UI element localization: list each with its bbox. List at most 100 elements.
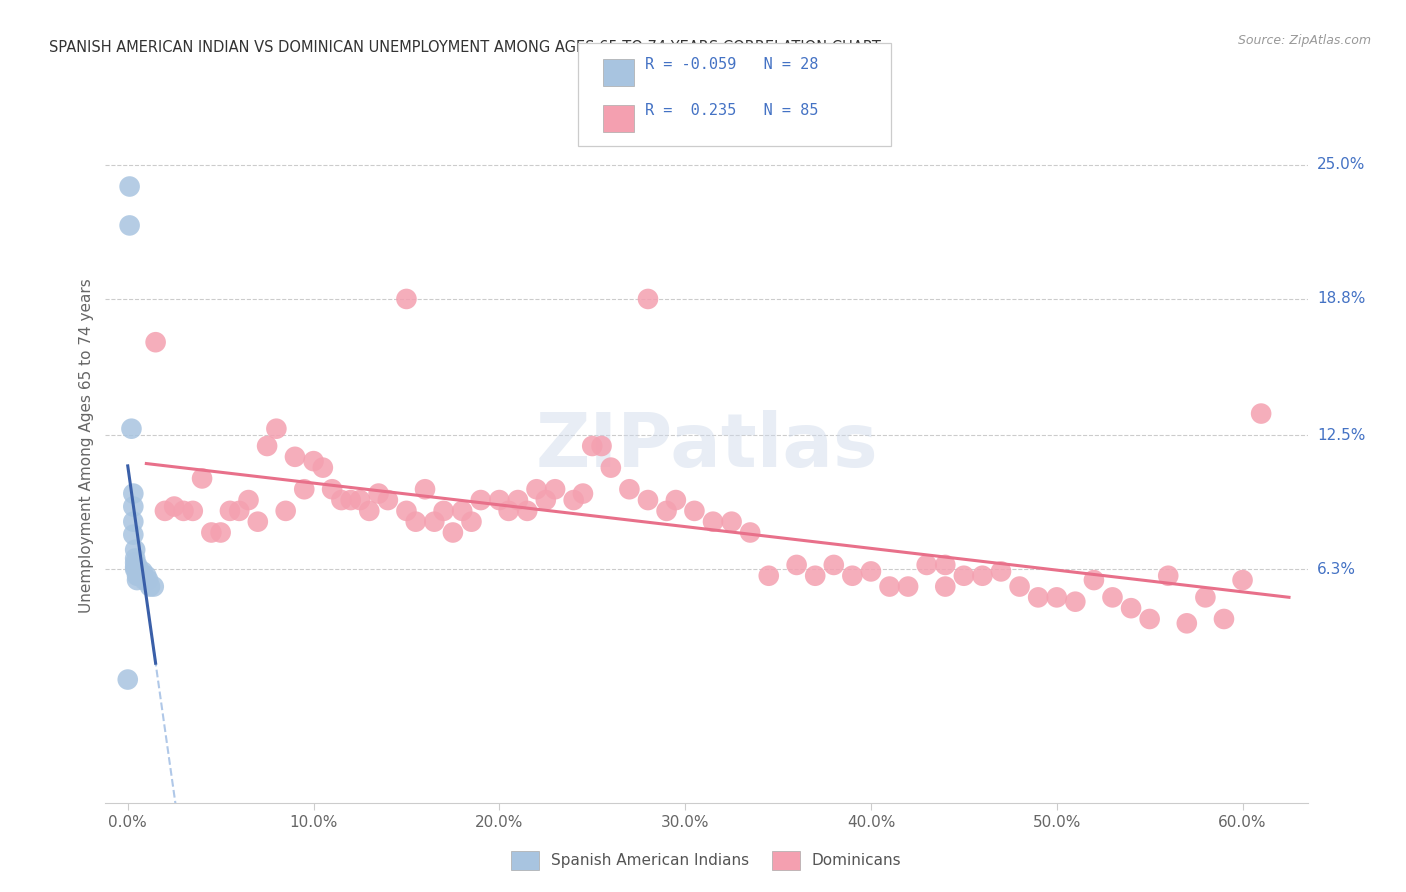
Point (395, 292, 418, 306)
Point (349, 493, 371, 508)
Point (441, 525, 464, 540)
Point (1026, 591, 1049, 605)
Point (163, 500, 186, 514)
Point (377, 493, 399, 508)
Point (124, 542, 146, 557)
Point (572, 486, 595, 500)
Point (460, 515, 482, 529)
Point (302, 454, 325, 468)
Point (124, 551, 146, 566)
Text: R = -0.059   N = 28: R = -0.059 N = 28 (645, 57, 818, 72)
Point (581, 439, 603, 453)
Point (451, 504, 474, 518)
Point (516, 504, 538, 518)
Point (359, 504, 381, 518)
Point (470, 493, 492, 508)
Point (1101, 591, 1123, 605)
Point (219, 504, 242, 518)
Text: 25.0%: 25.0% (1317, 157, 1365, 172)
Point (841, 568, 863, 582)
Point (637, 493, 659, 508)
Point (128, 565, 150, 579)
Point (122, 527, 145, 541)
Point (1008, 580, 1031, 594)
Point (145, 335, 167, 350)
Point (934, 580, 956, 594)
Point (367, 486, 389, 500)
Point (330, 493, 353, 508)
Point (128, 568, 150, 582)
Point (256, 439, 278, 453)
Point (433, 504, 456, 518)
Point (395, 504, 418, 518)
Text: Source: ZipAtlas.com: Source: ZipAtlas.com (1237, 34, 1371, 47)
Text: ZIPatlas: ZIPatlas (536, 409, 877, 483)
Point (1064, 595, 1087, 609)
Point (122, 515, 145, 529)
Point (321, 482, 343, 496)
Point (879, 580, 901, 594)
Point (1232, 573, 1254, 587)
Point (117, 673, 139, 687)
Point (804, 568, 827, 582)
Point (121, 422, 143, 436)
Point (599, 460, 621, 475)
Point (506, 493, 529, 508)
Point (266, 422, 288, 436)
Point (786, 558, 808, 572)
Point (125, 573, 148, 587)
Point (637, 292, 659, 306)
Point (173, 504, 195, 518)
Point (209, 525, 232, 540)
Point (619, 482, 641, 496)
Point (990, 565, 1012, 579)
Point (131, 565, 153, 579)
Point (122, 500, 145, 514)
Point (897, 580, 920, 594)
Point (129, 568, 152, 582)
Point (683, 504, 706, 518)
Point (720, 515, 742, 529)
Text: 12.5%: 12.5% (1317, 427, 1365, 442)
Point (125, 562, 148, 576)
Point (655, 504, 678, 518)
Point (859, 565, 882, 579)
Point (740, 525, 762, 540)
Point (423, 515, 446, 529)
Point (125, 558, 148, 572)
Point (915, 558, 938, 572)
Point (292, 482, 315, 496)
Point (544, 482, 567, 496)
Point (284, 450, 307, 464)
Point (1139, 612, 1161, 626)
Point (274, 504, 297, 518)
Point (142, 580, 165, 594)
Text: 18.8%: 18.8% (1317, 292, 1365, 307)
Point (534, 493, 557, 508)
Point (125, 568, 148, 582)
Point (125, 565, 148, 579)
Point (413, 482, 436, 496)
Point (135, 568, 157, 582)
Point (136, 573, 159, 587)
Point (1157, 568, 1180, 582)
Point (1046, 591, 1069, 605)
Point (1213, 612, 1236, 626)
Point (238, 493, 260, 508)
Point (526, 482, 548, 496)
Point (228, 504, 250, 518)
Point (758, 568, 780, 582)
Point (498, 504, 520, 518)
Point (191, 471, 214, 485)
Point (134, 573, 156, 587)
Point (953, 568, 976, 582)
Point (339, 493, 361, 508)
Point (972, 568, 994, 582)
Point (124, 562, 146, 576)
Point (124, 560, 146, 574)
Point (153, 504, 176, 518)
Legend: Spanish American Indians, Dominicans: Spanish American Indians, Dominicans (503, 843, 910, 877)
Point (488, 493, 510, 508)
Point (118, 179, 141, 194)
Point (934, 558, 956, 572)
